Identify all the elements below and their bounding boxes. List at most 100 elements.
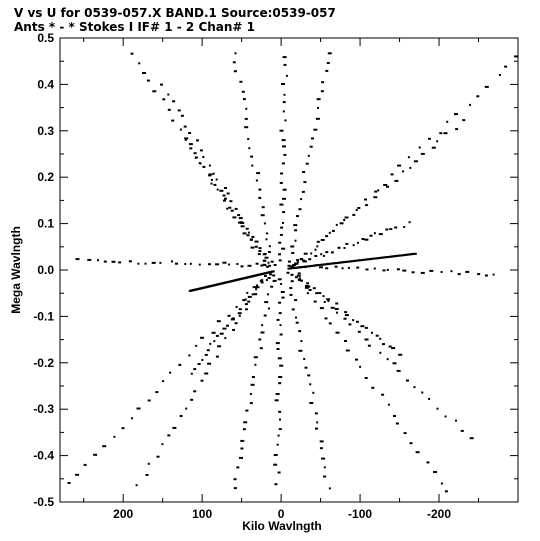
uv-point bbox=[365, 204, 369, 207]
uv-point bbox=[298, 208, 302, 211]
uv-point bbox=[87, 258, 92, 261]
uv-point bbox=[273, 264, 277, 266]
uv-point bbox=[212, 172, 215, 175]
uv-point bbox=[121, 427, 125, 430]
uv-point bbox=[295, 321, 299, 324]
uv-point bbox=[249, 393, 252, 395]
uv-point bbox=[387, 403, 390, 406]
uv-point bbox=[258, 247, 262, 250]
uv-point bbox=[382, 343, 385, 346]
uv-point bbox=[282, 56, 287, 59]
uv-point bbox=[355, 209, 358, 211]
uv-point bbox=[289, 287, 293, 290]
uv-point bbox=[444, 415, 447, 418]
uv-point bbox=[302, 260, 307, 263]
uv-track-point bbox=[388, 255, 392, 258]
uv-point bbox=[420, 271, 425, 274]
uv-point bbox=[296, 259, 299, 262]
uv-point bbox=[302, 171, 306, 173]
uv-point bbox=[300, 279, 303, 282]
uv-point bbox=[303, 358, 306, 360]
uv-point bbox=[270, 285, 274, 288]
uv-point bbox=[268, 245, 271, 248]
uv-point bbox=[171, 119, 175, 122]
uv-point bbox=[233, 70, 237, 73]
uv-point bbox=[330, 251, 334, 254]
uv-point bbox=[265, 238, 268, 241]
uv-point bbox=[282, 197, 286, 200]
uv-point bbox=[204, 353, 208, 356]
uv-point bbox=[251, 293, 255, 296]
uv-point bbox=[242, 428, 246, 431]
uv-point bbox=[250, 383, 255, 386]
uv-point bbox=[297, 272, 301, 275]
uv-point bbox=[232, 61, 236, 64]
uv-point bbox=[429, 269, 434, 272]
uv-point bbox=[285, 74, 288, 77]
uv-point bbox=[111, 260, 116, 263]
uv-track-point bbox=[303, 265, 307, 268]
uv-point bbox=[279, 364, 284, 367]
uv-track-point bbox=[362, 258, 366, 261]
uv-track-point bbox=[377, 257, 381, 260]
x-tick-label: 100 bbox=[192, 507, 212, 521]
uv-point bbox=[240, 225, 245, 228]
uv-point bbox=[183, 125, 187, 128]
uv-track-point bbox=[295, 266, 299, 269]
uv-point bbox=[377, 189, 380, 192]
uv-point bbox=[294, 229, 298, 232]
uv-point bbox=[251, 235, 255, 238]
uv-point bbox=[206, 349, 210, 352]
uv-point bbox=[322, 254, 325, 257]
uv-point bbox=[314, 412, 318, 415]
uv-point bbox=[240, 265, 244, 268]
uv-point bbox=[334, 265, 338, 268]
uv-point bbox=[320, 90, 324, 93]
uv-point bbox=[258, 196, 262, 199]
uv-point bbox=[207, 362, 212, 365]
uv-point bbox=[440, 271, 443, 273]
uv-point bbox=[238, 314, 241, 317]
uv-track-point bbox=[402, 254, 406, 257]
uv-track-point bbox=[340, 261, 344, 264]
uv-point bbox=[151, 261, 156, 264]
uv-point bbox=[279, 203, 284, 206]
uv-point bbox=[246, 291, 249, 294]
uv-point bbox=[396, 369, 401, 372]
uv-track-point bbox=[301, 265, 305, 268]
uv-track-point bbox=[386, 256, 390, 258]
uv-point bbox=[224, 197, 227, 200]
uv-point bbox=[211, 331, 216, 334]
uv-track-point bbox=[338, 261, 342, 264]
uv-point bbox=[317, 106, 319, 109]
uv-point bbox=[391, 347, 396, 350]
uv-point bbox=[180, 114, 184, 117]
uv-point bbox=[341, 267, 344, 270]
uv-point bbox=[210, 178, 213, 181]
uv-point bbox=[193, 368, 197, 371]
uv-point bbox=[322, 295, 325, 298]
uv-point bbox=[213, 340, 216, 343]
uv-point bbox=[272, 274, 276, 277]
y-tick-label: 0.4 bbox=[37, 77, 54, 91]
uv-track-point bbox=[309, 265, 313, 267]
uv-point bbox=[476, 95, 480, 98]
uv-point bbox=[277, 471, 281, 474]
uv-point bbox=[208, 263, 211, 266]
uv-track-point bbox=[306, 265, 310, 268]
uv-point bbox=[406, 379, 409, 382]
uv-point bbox=[326, 62, 330, 64]
uv-point bbox=[357, 330, 361, 333]
uv-point bbox=[256, 284, 259, 287]
uv-point bbox=[296, 215, 299, 218]
uv-point bbox=[408, 221, 411, 224]
uv-point bbox=[323, 466, 326, 469]
uv-point bbox=[137, 262, 140, 265]
uv-point bbox=[296, 261, 299, 263]
uv-point bbox=[273, 463, 278, 466]
uv-point bbox=[268, 264, 271, 267]
uv-point bbox=[287, 264, 291, 267]
uv-point bbox=[184, 138, 187, 141]
uv-point bbox=[233, 487, 237, 490]
uv-point bbox=[167, 434, 171, 437]
